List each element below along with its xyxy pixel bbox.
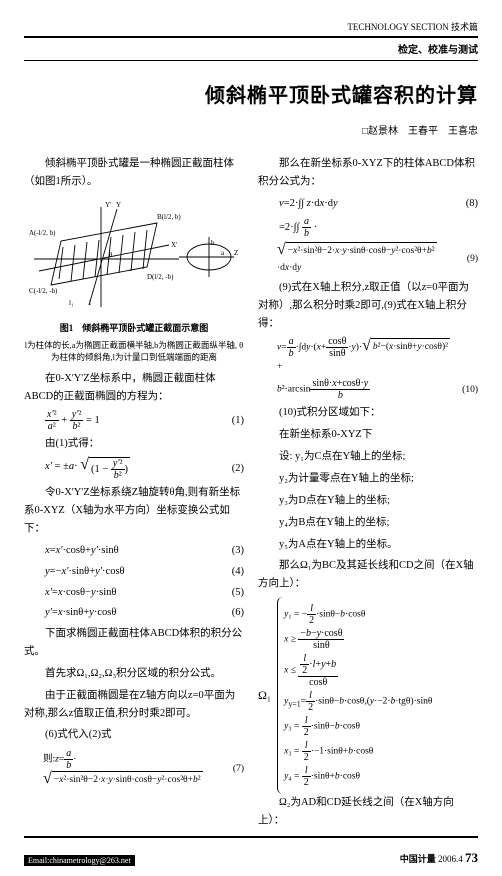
eq-num-9: (9)	[450, 251, 478, 267]
equation-9a: =2·∫∫ ab ·	[258, 216, 478, 239]
fig-label-b: b	[211, 239, 215, 247]
eq-num-1: (1)	[216, 412, 244, 430]
header-tech-section: TECHNOLOGY SECTION 技术篇	[24, 20, 478, 38]
fig-label-Yp: Y	[116, 201, 121, 209]
page-footer: Email:chinametrology@263.net 中国计量 2006.4…	[24, 850, 478, 866]
right-p1: 那么在新坐标系0-XYZ下的柱体ABCD体积积分公式为：	[258, 155, 478, 191]
eq7-prefix: 则:	[43, 755, 55, 765]
equation-10b: b²·arcsinsinθ·x+cosθ·yb (10)	[258, 378, 478, 401]
right-p4: 在新坐标系0-XYZ下	[258, 426, 478, 444]
equation-2: x' = ±a· √(1 − y'²b²) (2)	[24, 457, 244, 481]
set-row-4: y₅为A点在Y轴上的坐标。	[258, 536, 478, 554]
eq-num-4: (4)	[216, 563, 244, 581]
left-column: 倾斜椭平顶卧式罐是一种椭圆正截面柱体（如图1所示）。	[24, 155, 244, 834]
right-p3: (10)式积分区域如下：	[258, 404, 478, 422]
fig-label-theta: θ	[109, 251, 113, 259]
equation-9b: √−x²·sin²θ−2·x·y·sinθ·cosθ−y²·cos²θ+b²·d…	[258, 242, 478, 276]
left-p6: 首先求Ω₁,Ω₂,Ω₃积分区域的积分公式。	[24, 665, 244, 683]
fig-label-a: a	[221, 249, 225, 257]
footer-page-number: 73	[465, 850, 478, 865]
article-authors: □赵景林 王春平 王喜忠	[24, 122, 478, 137]
equation-8: v=2·∫∫ z·dx·dy (8)	[258, 195, 478, 213]
equation-4: y=−x'·sinθ+y'·cosθ(4)	[24, 563, 244, 581]
footer-journal: 中国计量	[400, 854, 436, 864]
left-p1: 倾斜椭平顶卧式罐是一种椭圆正截面柱体（如图1所示）。	[24, 155, 244, 191]
equation-5: x'=x·cosθ−y·sinθ(5)	[24, 584, 244, 602]
right-p6: Ω₂为AD和CD延长线之间（在X轴方向上）：	[258, 794, 478, 830]
footer-email: Email:chinametrology@263.net	[24, 855, 135, 866]
left-p3: 由(1)式得：	[24, 435, 244, 453]
eq-num-8: (8)	[450, 195, 478, 213]
right-column: 那么在新坐标系0-XYZ下的柱体ABCD体积积分公式为： v=2·∫∫ z·dx…	[258, 155, 478, 834]
figure-1-note: l为柱体的长,a为椭圆正截面横半轴,b为椭圆正截面纵半轴, θ为柱体的倾斜角,l…	[24, 340, 244, 364]
fig-label-l: l	[89, 299, 91, 307]
fig-label-Y: Y'	[105, 201, 111, 209]
fig-label-X: X'	[171, 241, 177, 249]
equation-3: x=x'·cosθ+y'·sinθ(3)	[24, 542, 244, 560]
equation-10a: v=ab·∫dy·(x+cosθsinθ·y)·√b²−(x·sinθ+y·co…	[258, 336, 478, 375]
eq-num-3: (3)	[216, 542, 244, 560]
set-header: 设: y₁为C点在Y轴上的坐标;	[258, 448, 478, 466]
equation-7: 则:z=ab·√−x²·sin²θ−2·x·y·sinθ·cosθ−y²·cos…	[24, 748, 244, 789]
article-title: 倾斜椭平顶卧式罐容积的计算	[24, 79, 478, 108]
eq-num-10: (10)	[450, 382, 478, 398]
set-row-1: y₂为计量零点在Y轴上的坐标;	[258, 470, 478, 488]
right-p2: (9)式在X轴上积分,z取正值（以z=0平面为对称）,那么积分时乘2即可,(9)…	[258, 279, 478, 333]
omega-1-label: Ω₁	[258, 685, 271, 705]
eq-num-2: (2)	[216, 460, 244, 478]
fig-label-B: B(l/2, b)	[157, 213, 181, 221]
fig-label-D: D(l/2, -b)	[147, 273, 174, 281]
header-subsection: 检定、校准与测试	[24, 41, 478, 61]
fig-label-C: C(-l/2, -b)	[29, 287, 58, 295]
equation-1: x'²a² + y'²b² = 1 (1)	[24, 409, 244, 432]
left-p8: (6)式代入(2)式	[24, 726, 244, 744]
figure-1-caption: 图1 倾斜椭平顶卧式罐正截面示意图	[24, 321, 244, 336]
footer-issue: 2006.4	[438, 854, 463, 864]
fig-label-l1: l₁	[69, 299, 73, 307]
right-p5: 那么Ω₁为BC及其延长线和CD之间（在X轴方向上）：	[258, 557, 478, 593]
eq-num-7: (7)	[216, 761, 244, 777]
fig-label-A: A(-l/2, b)	[29, 229, 56, 237]
fig-label-Z: Z	[234, 249, 238, 257]
set-row-2: y₃为D点在Y轴上的坐标;	[258, 492, 478, 510]
left-p7: 由于正截面椭圆是在Z轴方向以z=0平面为对称,那么z值取正值,积分时乘2即可。	[24, 687, 244, 723]
left-p2: 在0-X'Y'Z坐标系中，椭圆正截面柱体ABCD的正截面椭圆的方程为：	[24, 370, 244, 406]
omega-1-block: Ω₁ y₁ = −l2·sinθ−b·cosθ x ≥ −b−y·cosθsin…	[258, 597, 478, 794]
eq-num-6: (6)	[216, 604, 244, 622]
figure-1: A(-l/2, b) B(l/2, b) C(-l/2, -b) D(l/2, …	[24, 197, 244, 364]
set-row-3: y₄为B点在Y轴上的坐标;	[258, 514, 478, 532]
equation-6: y'=x·sinθ+y·cosθ(6)	[24, 604, 244, 622]
left-p5: 下面求椭圆正截面柱体ABCD体积的积分公式。	[24, 625, 244, 661]
left-p4: 令0-X'Y'Z坐标系绕Z轴旋转θ角,则有新坐标系0-XYZ（X轴为水平方向）坐…	[24, 484, 244, 538]
eq-num-5: (5)	[216, 584, 244, 602]
